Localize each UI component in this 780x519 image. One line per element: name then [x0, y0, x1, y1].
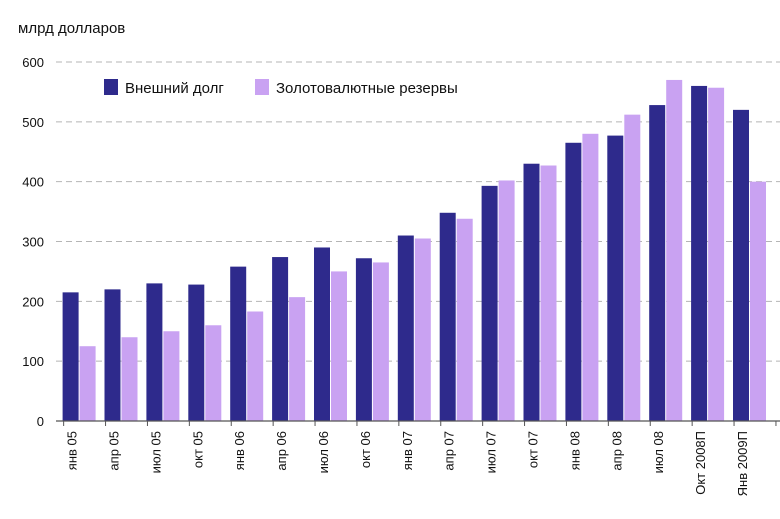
bar-reserves-4: [247, 311, 264, 421]
x-tick-labels: янв 05 апр 05 июл 05 окт 05 янв 06 апр 06 июл …: [65, 431, 750, 496]
bar-external-debt-6: [314, 247, 330, 421]
x-tick-label: Окт 2008П: [693, 431, 708, 495]
x-tick-label: апр 08: [609, 431, 624, 471]
x-tick-label: окт 07: [526, 431, 541, 468]
bar-external-debt-14: [649, 105, 666, 421]
bar-reserves-9: [456, 218, 473, 421]
bar-reserves-10: [498, 180, 515, 421]
y-tick-label: 200: [22, 294, 44, 309]
x-tick-label: окт 06: [358, 431, 373, 468]
x-tick-label: июл 08: [651, 431, 666, 473]
bar-external-debt-3: [188, 284, 205, 421]
bar-reserves-3: [205, 325, 222, 421]
bar-reserves-16: [750, 181, 766, 421]
bar-reserves-13: [624, 114, 641, 422]
bar-reserves-7: [372, 262, 389, 421]
y-tick-label: 400: [22, 175, 44, 190]
x-axis: [56, 420, 780, 426]
legend-label: Внешний долг: [125, 80, 224, 97]
y-axis-label: млрд долларов: [18, 20, 126, 37]
bar-external-debt-10: [481, 185, 498, 421]
bar-reserves-6: [331, 271, 347, 421]
bar-external-debt-13: [607, 135, 624, 421]
bar-reserves-11: [540, 165, 557, 421]
bar-external-debt-15: [691, 85, 708, 421]
y-tick-label: 600: [22, 55, 44, 70]
bar-reserves-12: [582, 133, 599, 422]
bar-reserves-14: [666, 79, 683, 421]
x-tick-label: янв 08: [567, 431, 582, 470]
bar-external-debt-5: [272, 257, 289, 421]
x-tick-label: апр 06: [274, 431, 289, 471]
bar-reserves-2: [163, 331, 180, 421]
bar-reserves-8: [414, 238, 431, 421]
bar-external-debt-4: [230, 266, 247, 421]
bar-external-debt-9: [439, 212, 456, 421]
x-tick-label: июл 07: [484, 431, 499, 473]
legend-label: Золотовалютные резервы: [276, 80, 458, 97]
y-tick-label: 100: [22, 354, 44, 369]
bar-external-debt-7: [355, 258, 372, 421]
bar-reserves-1: [121, 337, 138, 421]
x-tick-label: апр 07: [442, 431, 457, 471]
y-tick-labels: 0 100 200 300 400 500 600: [22, 55, 44, 429]
y-tick-label: 0: [37, 414, 44, 429]
legend-swatch: [255, 79, 269, 95]
bar-reserves-0: [79, 346, 96, 421]
x-tick-label: янв 05: [65, 431, 80, 470]
y-tick-label: 300: [22, 235, 44, 250]
bar-external-debt-8: [397, 235, 414, 421]
bar-reserves-15: [708, 87, 725, 421]
bar-reserves-5: [289, 297, 306, 421]
bar-external-debt-0: [62, 292, 79, 421]
x-tick-label: Янв 2009П: [735, 431, 750, 496]
x-tick-label: окт 05: [190, 431, 205, 468]
bar-external-debt-2: [146, 283, 163, 421]
bars: [62, 79, 766, 422]
legend-swatch: [104, 79, 118, 95]
x-tick-label: янв 07: [400, 431, 415, 470]
bar-external-debt-12: [565, 142, 582, 421]
bar-external-debt-16: [733, 109, 749, 421]
x-tick-label: июл 06: [316, 431, 331, 473]
bar-external-debt-11: [523, 163, 540, 421]
y-tick-label: 500: [22, 115, 44, 130]
x-tick-label: июл 05: [148, 431, 163, 473]
x-tick-label: апр 05: [107, 431, 122, 471]
bar-external-debt-1: [104, 289, 121, 421]
legend: Внешний долг Золотовалютные резервы: [104, 79, 458, 97]
x-tick-label: янв 06: [232, 431, 247, 470]
